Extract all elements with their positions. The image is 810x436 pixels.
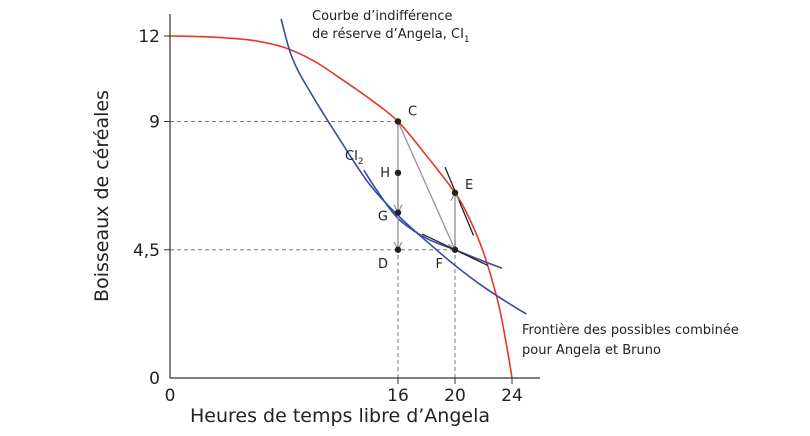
arrows [397, 121, 455, 250]
frontier-label-line2: pour Angela et Bruno [522, 343, 661, 358]
tangent-line-0 [444, 166, 475, 236]
point-d [394, 246, 402, 253]
point-label-e: E [465, 178, 473, 193]
guide-lines [170, 121, 456, 378]
x-tick-label-20: 20 [444, 386, 466, 406]
ci1-label-text: de réserve d’Angela, CI [312, 27, 464, 42]
point-label-h: H [380, 166, 390, 181]
frontier-label-line1: Frontière des possibles combinée [522, 323, 739, 338]
point-c [394, 118, 402, 125]
point-f [451, 246, 459, 253]
data-points: C E H G D F [378, 105, 473, 272]
ci2-label-sub: 2 [358, 157, 364, 167]
curves [170, 18, 527, 378]
point-label-c: C [408, 105, 417, 120]
y-tick-label-0: 0 [149, 369, 160, 389]
y-tick-label-9: 9 [149, 113, 160, 133]
x-tick-label-0: 0 [165, 386, 176, 406]
x-axis-title: Heures de temps libre d’Angela [190, 405, 490, 427]
y-tick-label-4,5: 4,5 [133, 241, 160, 261]
indifference-curve-ci2 [363, 169, 503, 270]
arrow-0 [397, 121, 455, 250]
point-e [451, 189, 459, 196]
ci2-label-text: CI [345, 149, 358, 164]
ci1-label-line2: de réserve d’Angela, CI1 [312, 27, 470, 45]
point-label-f: F [436, 257, 443, 272]
ci1-label-sub: 1 [464, 35, 470, 45]
x-tick-label-16: 16 [387, 386, 409, 406]
frontier-curve [170, 35, 513, 378]
ci1-label-line1: Courbe d’indifférence [312, 9, 453, 24]
y-tick-label-12: 12 [138, 27, 160, 47]
point-g [394, 209, 402, 216]
point-label-d: D [378, 257, 388, 272]
point-h [394, 169, 402, 176]
point-label-g: G [378, 210, 388, 225]
y-axis-title: Boisseaux de céréales [91, 90, 113, 302]
ci2-label: CI2 [345, 149, 364, 167]
x-tick-label-24: 24 [501, 386, 523, 406]
